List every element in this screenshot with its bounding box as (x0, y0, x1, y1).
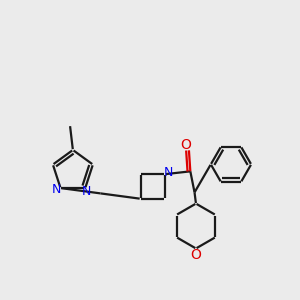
Text: O: O (190, 248, 201, 262)
Text: N: N (52, 183, 61, 196)
Text: N: N (164, 166, 173, 179)
Text: N: N (82, 185, 91, 198)
Text: O: O (181, 138, 192, 152)
